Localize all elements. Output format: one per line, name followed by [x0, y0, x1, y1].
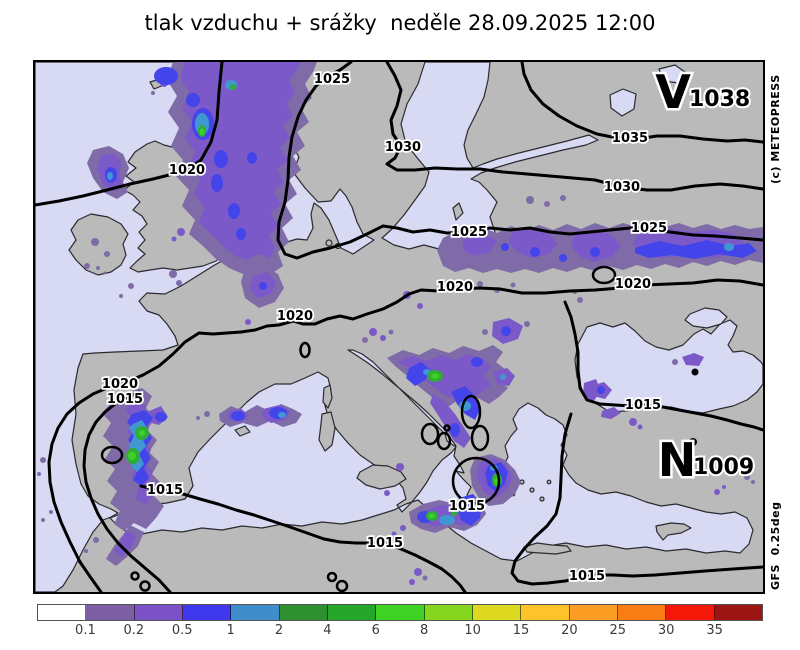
colorbar-segment	[521, 605, 570, 620]
colorbar-label: 0.1	[75, 623, 96, 638]
colorbar-label: 2	[274, 623, 284, 638]
colorbar-label: 15	[512, 623, 530, 638]
isobar-1015-blacksea	[563, 300, 763, 432]
colorbar-segment	[134, 605, 183, 620]
danish-island	[325, 239, 333, 247]
closed-contour-aegean-1	[460, 394, 482, 430]
colorbar-label: 25	[609, 623, 627, 638]
weather-map: 1020 1025 1030 1035 1030 1025 1025 1020 1020 1020…	[33, 60, 765, 594]
colorbar-segment	[182, 605, 232, 620]
crete	[523, 542, 572, 555]
colorbar-segment	[666, 605, 715, 620]
map-dot-blacksea	[691, 368, 699, 376]
colorbar-label: 1	[226, 623, 235, 638]
colorbar-label: 8	[420, 623, 429, 638]
pressure-low-symbol: N	[658, 433, 697, 487]
sicily	[356, 464, 407, 490]
closed-contour-ionian	[451, 456, 501, 506]
isobar-label: 1015	[569, 569, 605, 584]
isobar-label: 1030	[604, 180, 640, 195]
pressure-low-value: 1009	[693, 455, 754, 480]
gotland	[452, 202, 464, 221]
closed-contour-alps	[299, 341, 311, 359]
isobar-label: 1035	[612, 131, 648, 146]
colorbar-label: 35	[706, 623, 723, 638]
isobar-label: 1025	[451, 225, 487, 240]
isobar-label: 1020	[437, 280, 473, 295]
europe-map-canvas: 1020 1025 1030 1035 1030 1025 1025 1020 1020 1020…	[35, 62, 763, 592]
colorbar-label: 0.2	[123, 623, 145, 638]
closed-1020-east	[591, 265, 617, 285]
colorbar-label: 20	[561, 623, 578, 638]
colorbar-segment	[327, 605, 377, 620]
colorbar-segment	[279, 605, 328, 620]
colorbar-label: 10	[464, 623, 481, 638]
isobar-label: 1015	[625, 398, 661, 413]
colorbar-segment	[424, 605, 473, 620]
lake-tuz	[689, 438, 697, 446]
isobar-label: 1020	[169, 163, 205, 178]
isobar-label: 1025	[631, 221, 667, 236]
isobar-labels: 1020 1025 1030 1035 1030 1025 1025 1020 1020 1020…	[100, 70, 669, 586]
isobar-1020-long	[47, 278, 763, 592]
closed-contour-greece-w2	[436, 431, 452, 451]
isobars-layer	[35, 62, 763, 592]
isobar-label: 1020	[102, 377, 138, 392]
meteopress-credit: (c) METEOPRESS	[769, 74, 782, 184]
isobar-label: 1030	[385, 140, 421, 155]
isobar-1020-nw	[35, 62, 224, 207]
closed-contour-tiny	[443, 424, 451, 432]
lake-ladoga	[609, 88, 637, 117]
baltic-sea	[381, 62, 599, 250]
colorbar-label: 30	[657, 623, 675, 638]
closed-contour-aegean-2	[470, 424, 490, 452]
colorbar-segment	[569, 605, 618, 620]
isobar-label: 1015	[449, 499, 485, 514]
isobar-1030	[385, 62, 763, 192]
closed-contour-greece-w1	[420, 422, 440, 446]
colorbar-segment	[376, 605, 425, 620]
pressure-high-symbol: V	[655, 65, 691, 119]
colorbar-segment	[38, 605, 87, 620]
colorbar-segment	[714, 605, 762, 620]
cyprus	[655, 522, 692, 541]
aegean-island	[529, 487, 535, 493]
gfs-model-label: GFS 0.25deg	[769, 501, 782, 590]
isobar-1015-south-east	[510, 412, 763, 586]
colorbar-segment	[472, 605, 522, 620]
closed-low-spain	[100, 445, 124, 465]
colorbar-label: 6	[371, 623, 380, 638]
colorbar-label: 0.5	[171, 623, 193, 638]
sardinia	[318, 411, 336, 452]
isobar-label: 1020	[277, 309, 313, 324]
aegean-island	[546, 479, 552, 485]
colorbar-segment	[86, 605, 135, 620]
isobar-label: 1015	[367, 536, 403, 551]
colorbar-segment	[617, 605, 667, 620]
lake-onega	[658, 64, 686, 84]
mallorca	[234, 425, 251, 437]
corsica	[322, 384, 333, 409]
pressure-high-value: 1038	[689, 87, 750, 112]
isobar-1025	[276, 62, 763, 260]
colorbar-segment	[231, 605, 280, 620]
isobar-label: 1015	[107, 392, 143, 407]
precipitation-colorbar	[37, 604, 763, 621]
isobar-label: 1015	[147, 483, 183, 498]
aegean-island	[539, 496, 545, 502]
isobar-1015-south-west	[139, 484, 467, 592]
isobar-label: 1020	[615, 277, 651, 292]
isobar-1015-iberia	[82, 390, 172, 592]
page-title: tlak vzduchu + srážky neděle 28.09.2025 …	[144, 11, 656, 35]
sea-of-azov	[684, 307, 728, 329]
isobar-label: 1025	[314, 72, 350, 87]
colorbar-label: 4	[323, 623, 332, 638]
isobar-1035	[520, 62, 763, 144]
